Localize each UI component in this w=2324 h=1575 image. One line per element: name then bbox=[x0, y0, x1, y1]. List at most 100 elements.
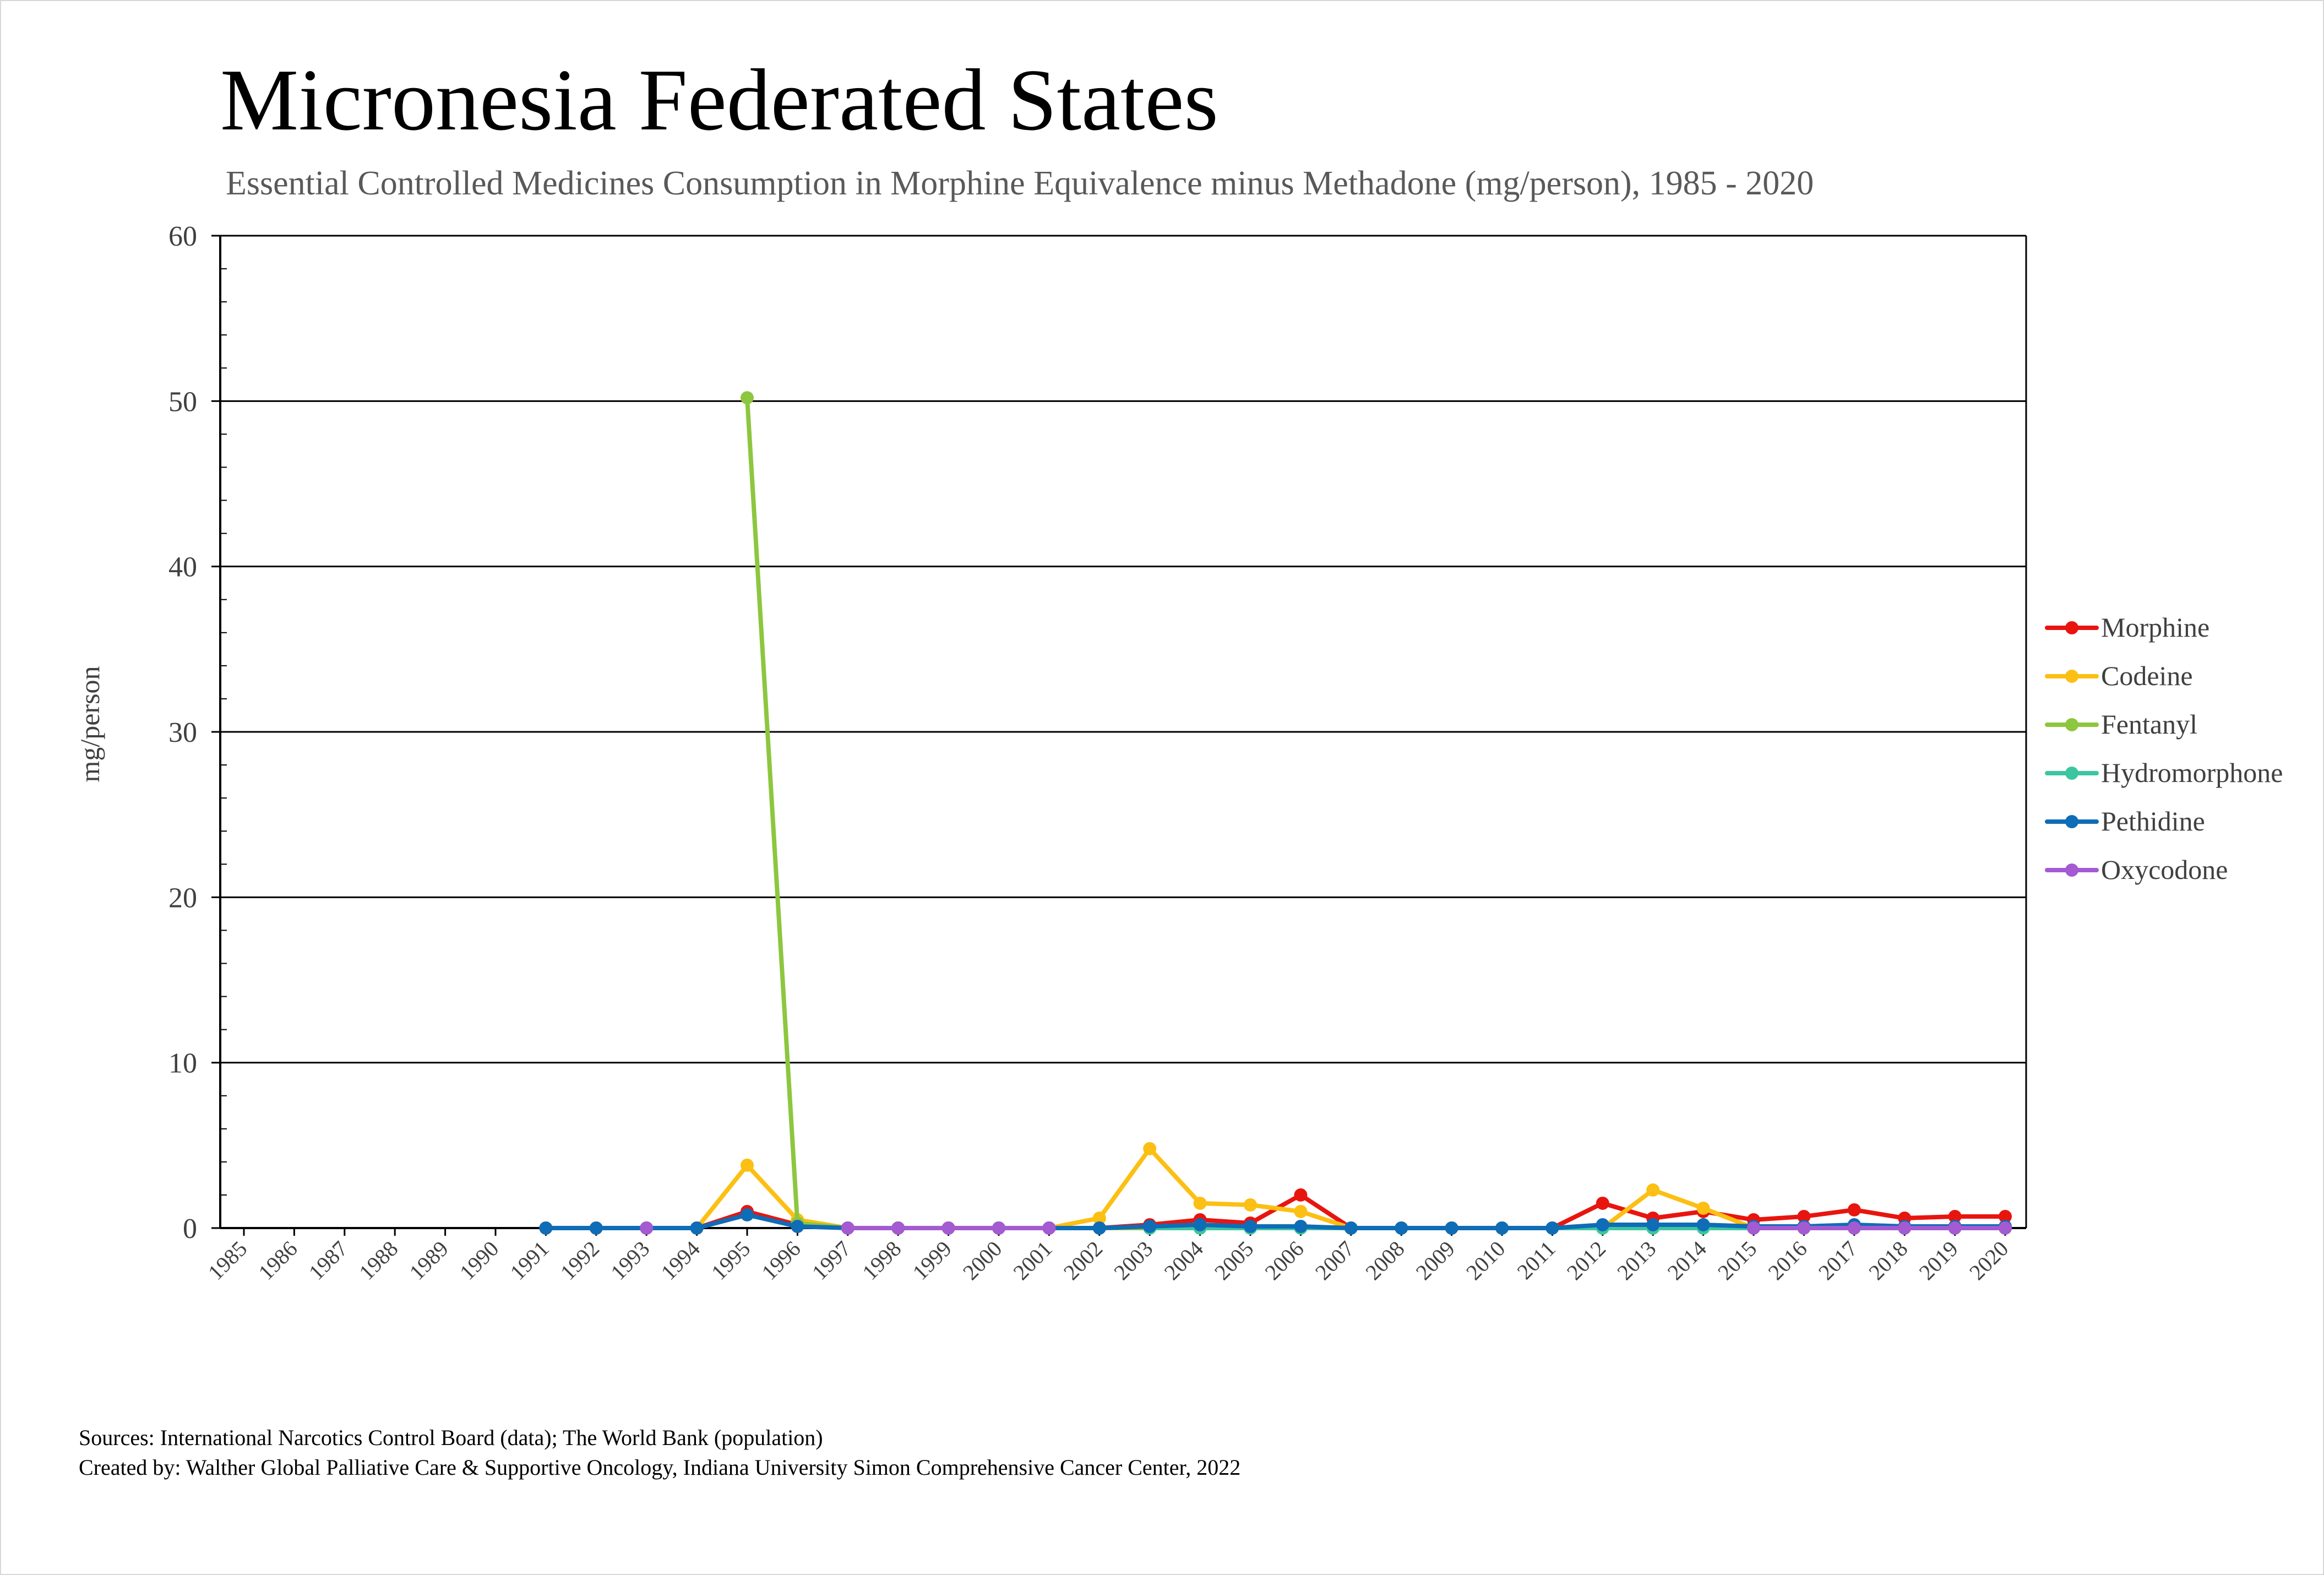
data-point-pethidine bbox=[589, 1221, 603, 1235]
data-point-oxycodone bbox=[1847, 1221, 1861, 1235]
x-tick-label: 2003 bbox=[1109, 1236, 1157, 1285]
x-tick-label: 2020 bbox=[1964, 1236, 2013, 1285]
data-point-pethidine bbox=[539, 1221, 553, 1235]
x-tick-label: 2000 bbox=[958, 1236, 1006, 1285]
data-point-oxycodone bbox=[941, 1221, 955, 1235]
sources-note: Sources: International Narcotics Control… bbox=[79, 1425, 823, 1450]
y-tick-label: 0 bbox=[183, 1213, 197, 1245]
data-point-oxycodone bbox=[1042, 1221, 1056, 1235]
x-tick-label: 1990 bbox=[455, 1236, 503, 1285]
x-tick-label: 1985 bbox=[203, 1236, 252, 1285]
y-tick-label: 60 bbox=[168, 221, 197, 252]
y-tick-label: 50 bbox=[168, 386, 197, 417]
data-point-morphine bbox=[1797, 1209, 1811, 1223]
data-point-oxycodone bbox=[841, 1221, 855, 1235]
x-tick-label: 1995 bbox=[706, 1236, 755, 1285]
legend-item-morphine: Morphine bbox=[2045, 612, 2209, 643]
x-tick-label: 2010 bbox=[1461, 1236, 1510, 1285]
data-point-pethidine bbox=[1395, 1221, 1408, 1235]
series-codeine bbox=[539, 1142, 2012, 1235]
x-tick-label: 1993 bbox=[606, 1236, 654, 1285]
x-tick-label: 1986 bbox=[253, 1236, 302, 1285]
gridlines bbox=[220, 235, 2026, 1064]
data-point-codeine bbox=[1294, 1204, 1308, 1218]
legend-label: Hydromorphone bbox=[2101, 757, 2283, 788]
legend-swatch-marker bbox=[2065, 621, 2078, 634]
data-point-pethidine bbox=[1495, 1221, 1509, 1235]
data-point-morphine bbox=[1847, 1203, 1861, 1216]
series-line-morphine bbox=[543, 1192, 2007, 1230]
legend-label: Pethidine bbox=[2101, 806, 2205, 837]
legend-swatch-marker bbox=[2065, 767, 2078, 780]
data-point-pethidine bbox=[791, 1219, 804, 1233]
legend-label: Codeine bbox=[2101, 660, 2193, 691]
data-point-oxycodone bbox=[1747, 1221, 1760, 1235]
legend-item-pethidine: Pethidine bbox=[2045, 806, 2205, 837]
y-axis-label: mg/person bbox=[74, 666, 105, 782]
x-tick-label: 1987 bbox=[304, 1236, 352, 1285]
x-tick-label: 2007 bbox=[1310, 1236, 1359, 1285]
x-tick-label: 2012 bbox=[1562, 1236, 1610, 1285]
x-tick-label: 2001 bbox=[1008, 1236, 1057, 1285]
data-point-pethidine bbox=[1445, 1221, 1458, 1235]
x-tick-label: 2013 bbox=[1612, 1236, 1661, 1285]
data-point-pethidine bbox=[1092, 1221, 1106, 1235]
data-point-pethidine bbox=[1294, 1219, 1308, 1233]
x-tick-label: 1991 bbox=[505, 1236, 553, 1285]
y-tick-label: 30 bbox=[168, 717, 197, 748]
data-point-codeine bbox=[1244, 1198, 1257, 1212]
data-point-pethidine bbox=[1596, 1218, 1609, 1231]
series-pethidine bbox=[539, 1208, 2012, 1235]
legend-swatch-marker bbox=[2065, 863, 2078, 877]
legend-item-oxycodone: Oxycodone bbox=[2045, 854, 2228, 885]
data-point-oxycodone bbox=[640, 1221, 654, 1235]
x-tick-label: 2008 bbox=[1360, 1236, 1409, 1285]
legend-swatch-marker bbox=[2065, 718, 2078, 731]
series-fentanyl bbox=[741, 391, 2012, 1235]
legend-item-fentanyl: Fentanyl bbox=[2045, 709, 2197, 740]
data-point-codeine bbox=[1696, 1201, 1710, 1215]
data-point-morphine bbox=[1294, 1188, 1308, 1202]
legend-label: Fentanyl bbox=[2101, 709, 2197, 740]
legend-label: Oxycodone bbox=[2101, 854, 2228, 885]
legend: Morphine Codeine Fentanyl Hydromorphone Peth… bbox=[2045, 612, 2283, 885]
y-tick-label: 10 bbox=[168, 1048, 197, 1079]
legend-label: Morphine bbox=[2101, 612, 2209, 643]
legend-item-hydromorphone: Hydromorphone bbox=[2045, 757, 2283, 788]
x-tick-label: 1998 bbox=[857, 1236, 906, 1285]
x-tick-label: 2005 bbox=[1210, 1236, 1258, 1285]
y-tick-label: 40 bbox=[168, 552, 197, 583]
data-point-pethidine bbox=[690, 1221, 704, 1235]
data-point-pethidine bbox=[741, 1208, 754, 1221]
x-tick-label: 1996 bbox=[756, 1236, 805, 1285]
data-point-oxycodone bbox=[1999, 1221, 2012, 1235]
x-tick-label: 2018 bbox=[1864, 1236, 1912, 1285]
x-tick-label: 1989 bbox=[405, 1236, 453, 1285]
data-point-pethidine bbox=[1244, 1219, 1257, 1233]
legend-swatch-marker bbox=[2065, 670, 2078, 683]
x-tick-label: 2019 bbox=[1914, 1236, 1963, 1285]
data-point-morphine bbox=[1596, 1196, 1609, 1210]
data-point-oxycodone bbox=[891, 1221, 905, 1235]
data-point-oxycodone bbox=[1898, 1221, 1912, 1235]
data-point-codeine bbox=[1646, 1183, 1660, 1197]
legend-swatch-marker bbox=[2065, 815, 2078, 828]
data-point-morphine bbox=[1999, 1209, 2012, 1223]
x-tick-label: 1992 bbox=[556, 1236, 604, 1285]
data-point-pethidine bbox=[1143, 1219, 1157, 1233]
x-tick-label: 2004 bbox=[1160, 1236, 1208, 1285]
data-point-codeine bbox=[1092, 1211, 1106, 1225]
x-tick-label: 2002 bbox=[1059, 1236, 1107, 1285]
x-tick-label: 2009 bbox=[1411, 1236, 1460, 1285]
x-tick-label: 1994 bbox=[656, 1236, 705, 1285]
legend-item-codeine: Codeine bbox=[2045, 660, 2193, 691]
x-tick-label: 2017 bbox=[1814, 1236, 1862, 1285]
y-tick-label: 20 bbox=[168, 882, 197, 914]
data-point-codeine bbox=[1193, 1196, 1207, 1210]
chart-title: Micronesia Federated States bbox=[220, 51, 1218, 149]
data-point-pethidine bbox=[1193, 1218, 1207, 1231]
x-tick-label: 1988 bbox=[354, 1236, 402, 1285]
x-tick-label: 2011 bbox=[1512, 1236, 1560, 1284]
